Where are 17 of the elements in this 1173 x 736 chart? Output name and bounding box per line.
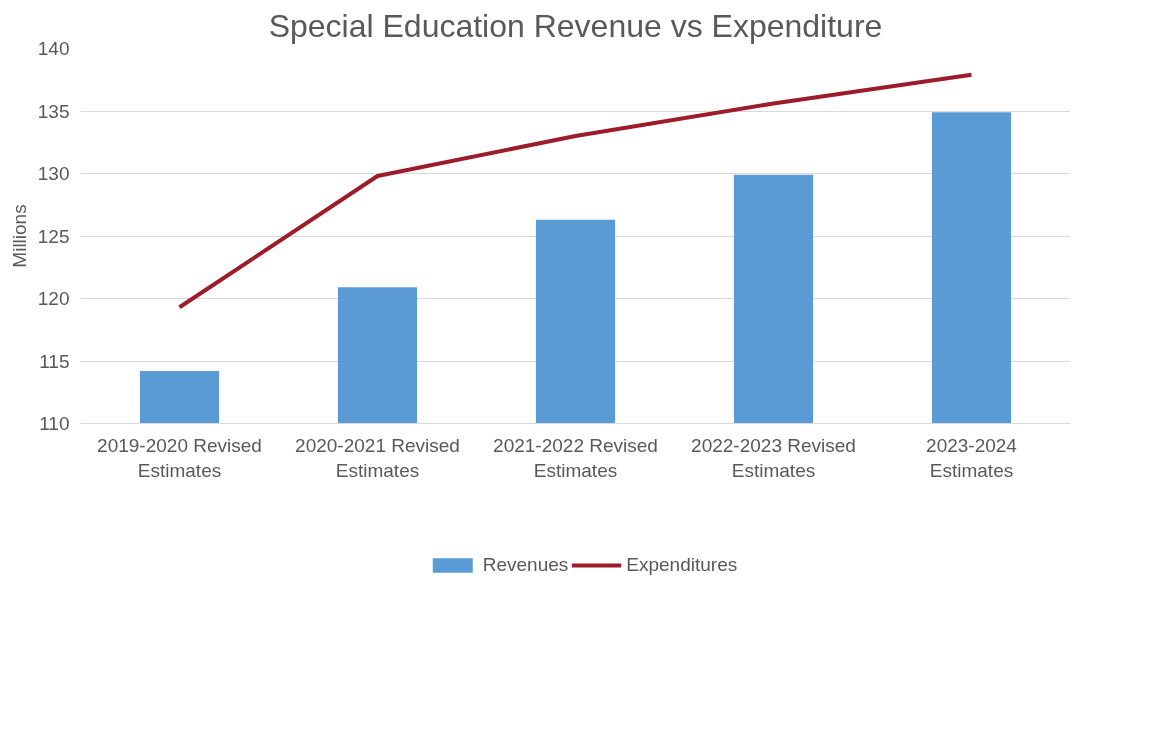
chart-title: Special Education Revenue vs Expenditure xyxy=(268,7,883,44)
y-tick-label: 125 xyxy=(37,225,70,247)
x-tick-label: 2023-2024 Estimates xyxy=(926,434,1018,481)
line-series xyxy=(177,72,974,310)
x-tick-label: 2022-2023 Revised Estimates xyxy=(691,434,856,481)
y-axis-title: Millions xyxy=(8,204,30,268)
y-tick-label: 140 xyxy=(37,38,70,59)
y-tick-label: 130 xyxy=(37,163,70,184)
legend-label: Revenues xyxy=(482,554,569,577)
y-tick-label: 135 xyxy=(37,100,70,122)
x-tick-label: 2021-2022 Revised Estimates xyxy=(493,434,658,481)
y-tick-label: 110 xyxy=(39,413,70,434)
legend-label: Expenditures xyxy=(626,554,738,577)
y-tick-label: 115 xyxy=(39,350,70,372)
y-tick-label: 120 xyxy=(37,288,70,309)
x-tick-label: 2020-2021 Revised Estimates xyxy=(295,434,460,481)
x-tick-label: 2019-2020 Revised Estimates xyxy=(97,434,262,481)
